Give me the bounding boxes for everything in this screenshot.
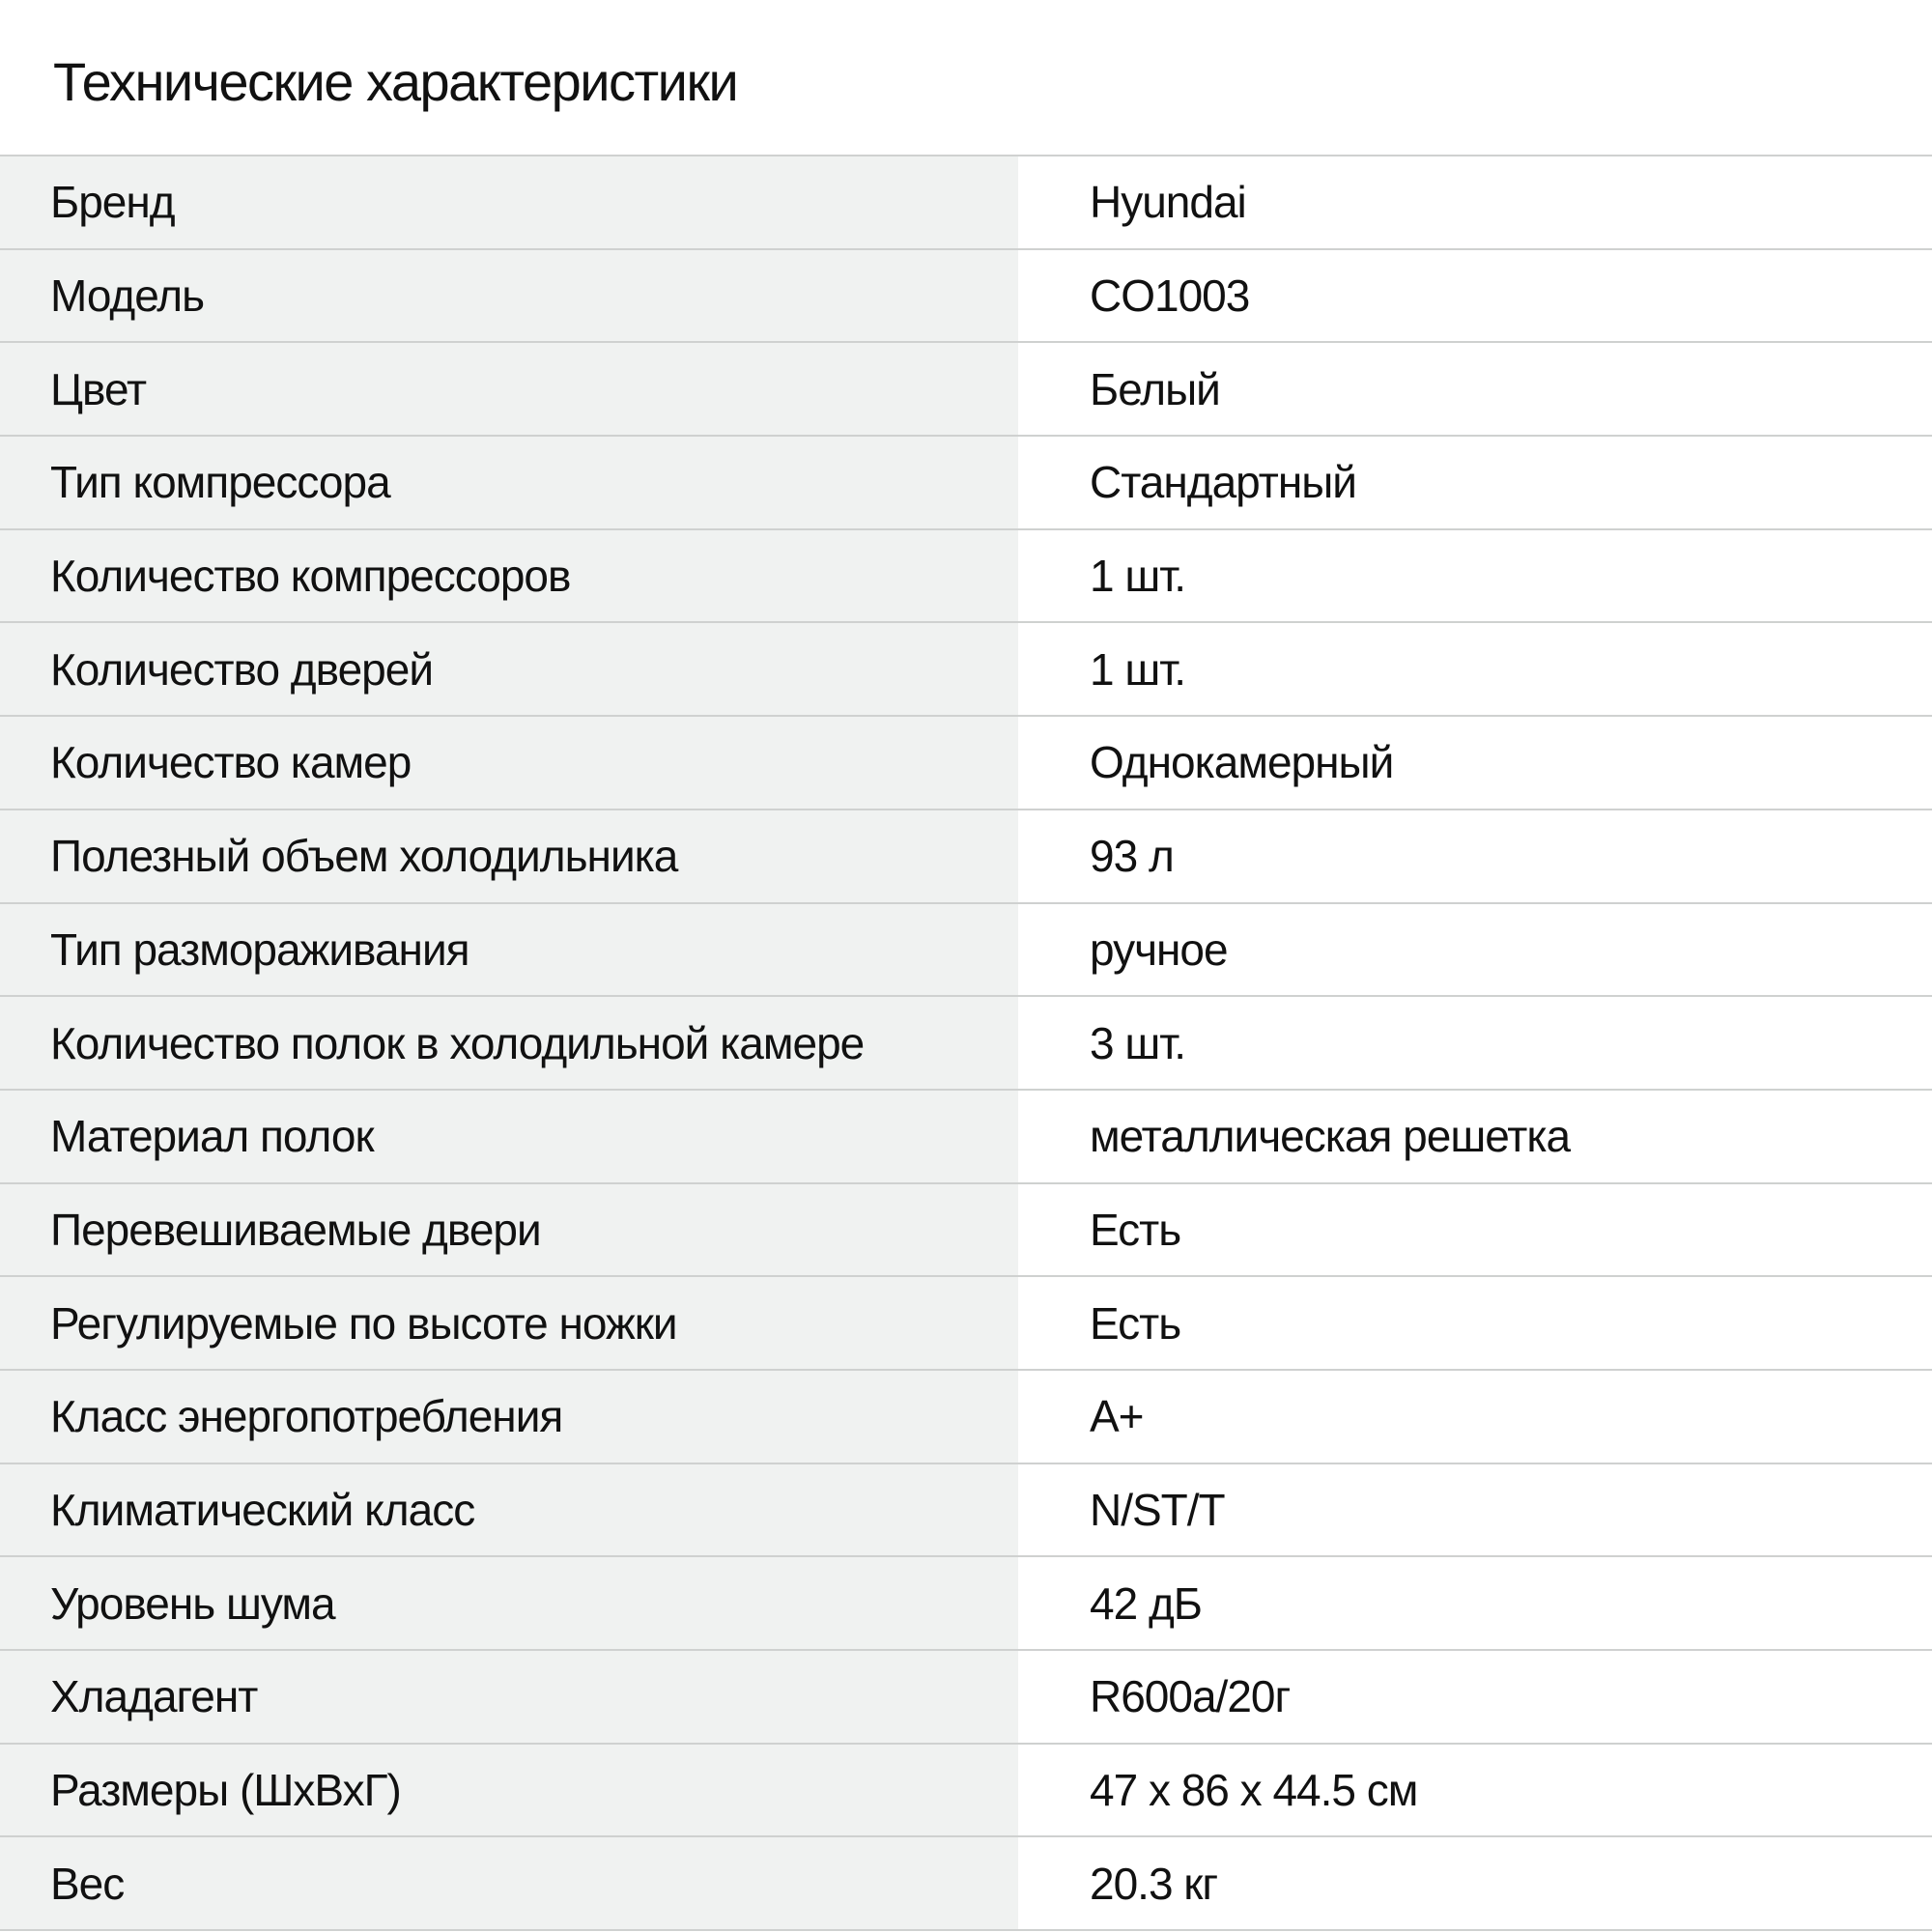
spec-value: 1 шт. [1018, 623, 1932, 716]
spec-value: Белый [1018, 343, 1932, 436]
table-row: Тип компрессора Стандартный [0, 437, 1932, 530]
spec-label: Тип компрессора [0, 437, 1018, 528]
spec-value: 93 л [1018, 810, 1932, 902]
table-row: Количество полок в холодильной камере 3 ш… [0, 997, 1932, 1091]
spec-value: ручное [1018, 903, 1932, 996]
spec-value: 1 шт. [1018, 529, 1932, 622]
table-row: Количество компрессоров 1 шт. [0, 529, 1932, 624]
spec-value: 3 шт. [1018, 997, 1932, 1089]
spec-label: Хладагент [0, 1651, 1018, 1743]
spec-value: N/ST/T [1018, 1463, 1932, 1556]
spec-value: Есть [1018, 1277, 1932, 1369]
table-row: Материал полок металлическая решетка [0, 1090, 1932, 1184]
spec-value: Однокамерный [1018, 717, 1932, 809]
table-row: Модель CO1003 [0, 249, 1932, 344]
spec-label: Полезный объем холодильника [0, 810, 1018, 902]
spec-label: Перевешиваемые двери [0, 1183, 1018, 1276]
spec-value: 42 дБ [1018, 1557, 1932, 1649]
spec-value: CO1003 [1018, 249, 1932, 342]
page-title: Технические характеристики [53, 51, 739, 112]
table-row: Количество камер Однокамерный [0, 717, 1932, 810]
spec-label: Количество камер [0, 717, 1018, 809]
spec-label: Материал полок [0, 1090, 1018, 1182]
spec-label: Класс энергопотребления [0, 1370, 1018, 1463]
spec-label: Количество полок в холодильной камере [0, 997, 1018, 1089]
table-row: Тип размораживания ручное [0, 903, 1932, 998]
spec-label: Бренд [0, 156, 1018, 248]
table-row: Бренд Hyundai [0, 156, 1932, 250]
spec-label: Модель [0, 249, 1018, 342]
spec-label: Регулируемые по высоте ножки [0, 1277, 1018, 1369]
table-row: Цвет Белый [0, 343, 1932, 438]
spec-label: Количество компрессоров [0, 529, 1018, 622]
table-row: Вес 20.3 кг [0, 1837, 1932, 1932]
table-row: Размеры (ШхВхГ) 47 x 86 x 44.5 см [0, 1744, 1932, 1838]
spec-value: Hyundai [1018, 156, 1932, 248]
spec-label: Климатический класс [0, 1463, 1018, 1556]
spec-label: Количество дверей [0, 623, 1018, 716]
spec-value: металлическая решетка [1018, 1090, 1932, 1182]
spec-value: Есть [1018, 1183, 1932, 1276]
table-row: Регулируемые по высоте ножки Есть [0, 1277, 1932, 1371]
spec-value: 20.3 кг [1018, 1837, 1932, 1930]
table-row: Перевешиваемые двери Есть [0, 1183, 1932, 1278]
spec-label: Вес [0, 1837, 1018, 1930]
table-row: Полезный объем холодильника 93 л [0, 810, 1932, 904]
table-row: Хладагент R600a/20г [0, 1651, 1932, 1745]
spec-label: Тип размораживания [0, 903, 1018, 996]
spec-value: 47 x 86 x 44.5 см [1018, 1744, 1932, 1836]
spec-value: R600a/20г [1018, 1651, 1932, 1743]
table-row: Уровень шума 42 дБ [0, 1557, 1932, 1651]
spec-label: Размеры (ШхВхГ) [0, 1744, 1018, 1836]
spec-table: Бренд Hyundai Модель CO1003 Цвет Белый Тип ком… [0, 155, 1932, 1932]
spec-label: Цвет [0, 343, 1018, 436]
spec-value: A+ [1018, 1370, 1932, 1463]
table-row: Климатический класс N/ST/T [0, 1463, 1932, 1558]
spec-value: Стандартный [1018, 437, 1932, 528]
table-row: Количество дверей 1 шт. [0, 623, 1932, 718]
table-row: Класс энергопотребления A+ [0, 1370, 1932, 1464]
spec-label: Уровень шума [0, 1557, 1018, 1649]
